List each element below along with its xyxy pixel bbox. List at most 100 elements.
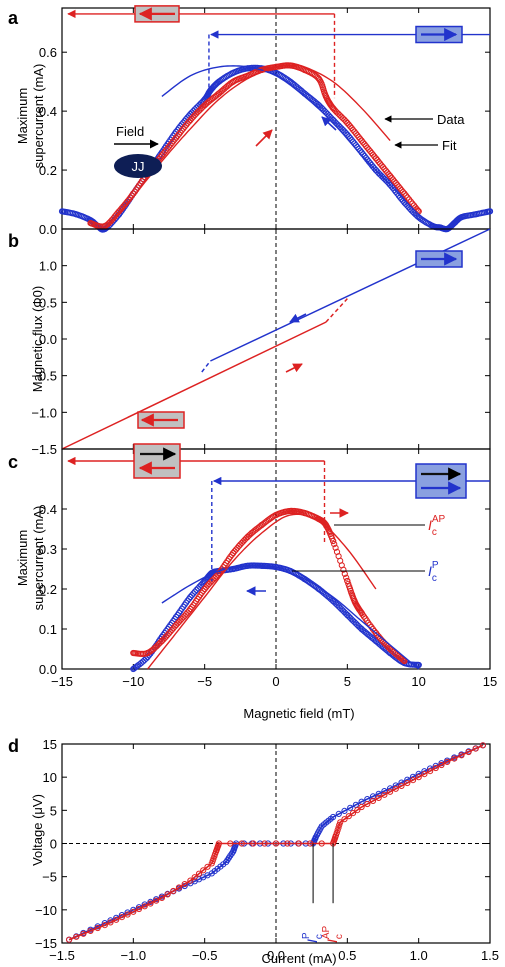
panel-c-data-point	[188, 592, 195, 599]
panel-c-ic-ap-sup: AP	[432, 514, 446, 525]
panel-c-ytick-label: 0.0	[39, 662, 57, 677]
panel-c-data-point	[340, 566, 347, 573]
panel-d-ytick-label: −15	[35, 936, 57, 951]
panel-a-chart: Maximum supercurrent (mA) 0.0 0.2 0.4 0.6 F…	[15, 5, 494, 237]
panel-a-ytick-label: 0.0	[39, 222, 57, 237]
panel-d-data-point	[427, 768, 434, 775]
panel-a-red-magnet-box	[134, 5, 180, 23]
panel-letter-d: d	[8, 736, 19, 756]
panel-c-data-point	[331, 541, 338, 548]
panel-a-data-point	[409, 200, 416, 207]
panel-b-blue-magnet-box	[415, 250, 463, 268]
panel-d-data-point	[130, 908, 137, 915]
panel-c-ytick-label: 0.3	[39, 542, 57, 557]
panel-d-iv-curve	[68, 744, 484, 941]
panel-b-flux-line	[210, 228, 491, 362]
panel-d-ytick-label: 5	[50, 803, 57, 818]
panel-d-data-point	[332, 832, 339, 839]
panel-a-data-point	[392, 188, 399, 195]
panel-a-field-label: Field	[116, 124, 144, 139]
panel-b-ytick-label: 0.0	[39, 332, 57, 347]
panel-b-flux-switch-segment	[325, 298, 348, 323]
panel-d-data-point	[369, 797, 377, 805]
panel-d-data-point	[458, 752, 465, 759]
panel-a-data-point	[222, 73, 229, 81]
panel-d-xtick-label: 1.5	[481, 948, 499, 963]
panel-d-data-point	[375, 794, 382, 802]
panel-c-xtick-label: 10	[411, 674, 425, 689]
panel-a-data-point	[315, 75, 322, 82]
panel-d-data-point	[345, 813, 352, 820]
panel-c-ytick-label: 0.1	[39, 622, 57, 637]
panel-d-data-point	[349, 810, 357, 817]
panel-c-fit-line	[161, 564, 420, 670]
panel-c-data-point	[190, 590, 197, 597]
panel-d-data-point	[94, 924, 101, 932]
panel-c-xtick-label: 15	[483, 674, 497, 689]
panel-c-data-point	[344, 577, 351, 585]
panel-c-data-point	[399, 656, 406, 663]
panel-d-data-point	[451, 755, 458, 762]
panel-d-data-point	[337, 819, 344, 826]
panel-a-blue-sweep-arrow	[321, 116, 337, 131]
panel-b-ytick-label: 0.5	[39, 295, 57, 310]
panel-a-data-point	[339, 115, 346, 122]
panel-d-data-point	[80, 930, 87, 937]
panel-d-ytick-label: −10	[35, 903, 57, 918]
panel-a-ytick-label: 0.2	[39, 163, 57, 178]
panel-b-ytick-label: 1.0	[39, 259, 57, 274]
panel-a-fit-line	[104, 64, 391, 230]
panel-c-xtick-label: 5	[344, 674, 351, 689]
panel-letter-c: c	[8, 452, 18, 472]
panel-d-data-point	[141, 903, 148, 910]
panel-c-ap-magnet-box	[133, 443, 181, 479]
panel-a-ytick-label: 0.6	[39, 45, 57, 60]
panel-d-data-point	[124, 911, 131, 918]
panel-c-p-magnet-box	[415, 463, 467, 499]
panel-d-data-point	[135, 905, 143, 913]
panel-d-data-point	[347, 804, 354, 811]
panel-c-ytick-label: 0.2	[39, 582, 57, 597]
panel-d-data-point	[118, 914, 126, 921]
panel-d-ytick-label: −5	[42, 870, 57, 885]
panel-d-ic-p-label: IcP	[301, 932, 325, 943]
panel-letter-a: a	[8, 8, 19, 28]
panel-c-ylabel-line2: supercurrent (mA)	[31, 506, 46, 611]
panel-c-ic-ap-sub: c	[432, 527, 437, 538]
panel-d-ytick-label: 10	[43, 770, 57, 785]
panel-d-xlabel: Current (mA)	[261, 951, 336, 966]
panel-d-data-point	[381, 788, 388, 795]
panel-d-data-point	[175, 884, 183, 891]
panel-d-data-point	[358, 803, 365, 811]
panel-d-data-point	[415, 774, 422, 781]
panel-d-data-point	[335, 810, 342, 818]
panel-d-data-point	[87, 927, 94, 935]
panel-d-data-point	[354, 807, 361, 814]
panel-c-data-point	[415, 661, 422, 669]
panel-c-data-point	[141, 657, 148, 664]
panel-d-ylabel: Voltage (μV)	[30, 794, 45, 866]
panel-b-red-sweep-arrow	[285, 363, 303, 373]
panel-a-data-point	[486, 208, 494, 215]
panel-b-blue-sweep-arrow	[289, 313, 307, 323]
panel-c-fit-line	[147, 513, 377, 670]
panel-c-xtick-label: −5	[197, 674, 212, 689]
panel-d-ic-ap-label: IcAP	[321, 925, 345, 943]
panel-c-ic-ap-label: Ic AP	[428, 514, 446, 538]
panel-c-ic-ap-base: I	[428, 517, 432, 533]
panel-d-data-point	[66, 936, 73, 943]
panel-d-data-point	[409, 777, 417, 784]
panel-d-xtick-label: 0.5	[338, 948, 356, 963]
panel-d-data-point	[204, 863, 211, 870]
panel-d-data-point	[341, 816, 348, 823]
panel-c-ic-p-base: I	[428, 563, 432, 579]
panel-d-data-point	[341, 807, 348, 815]
panel-d-data-point	[444, 758, 451, 766]
panel-d-data-point	[364, 800, 371, 808]
panel-b-red-magnet-box	[137, 411, 185, 429]
panel-d-data-point	[147, 900, 154, 907]
panel-d-data-point	[195, 870, 203, 877]
panel-c-xtick-label: −15	[51, 674, 73, 689]
panel-a-junction-label: JJ	[132, 159, 145, 174]
